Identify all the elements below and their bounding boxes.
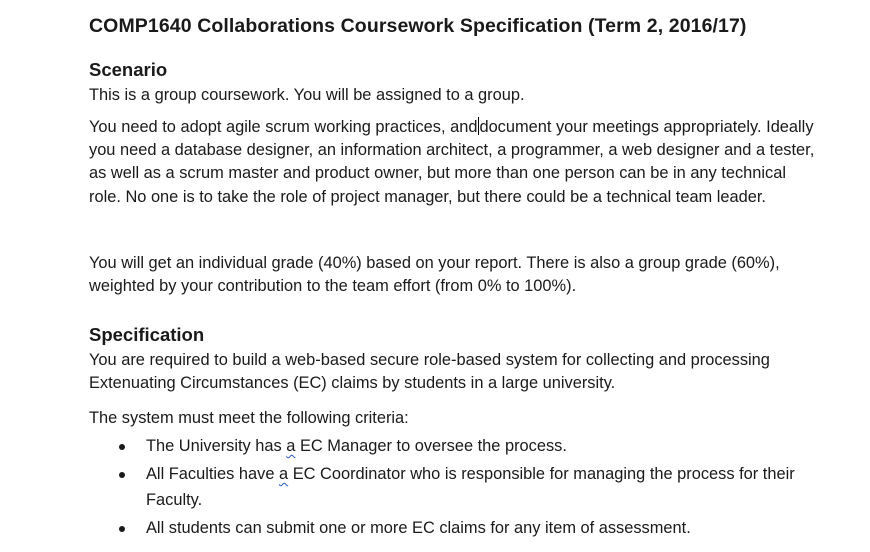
paragraph-text-before-caret: You need to adopt agile scrum working pr… (89, 118, 478, 136)
criteria-list: The University has a EC Manager to overs… (89, 434, 819, 544)
document-title: COMP1640 Collaborations Coursework Speci… (89, 15, 747, 37)
grammar-flag[interactable]: a (279, 465, 289, 483)
specification-paragraph-1: You are required to build a web-based se… (89, 351, 770, 393)
scenario-paragraph-3: You will get an individual grade (40%) b… (89, 254, 780, 296)
bullet-icon (119, 444, 125, 450)
criteria-intro: The system must meet the following crite… (89, 409, 409, 427)
bullet-icon (119, 472, 125, 478)
text-cursor (477, 117, 479, 135)
criteria-item: The University has a EC Manager to overs… (89, 434, 819, 460)
bullet-icon (119, 525, 125, 532)
specification-heading: Specification (89, 324, 205, 345)
criteria-item: All Faculties have a EC Coordinator who … (89, 462, 819, 513)
criteria-item: All students can submit one or more EC c… (89, 516, 819, 542)
scenario-heading: Scenario (89, 59, 168, 80)
scenario-paragraph-1: This is a group coursework. You will be … (89, 86, 525, 104)
paragraph-text-after-caret: document your meetings appropriately. Id… (89, 118, 815, 206)
scenario-paragraph-2[interactable]: You need to adopt agile scrum working pr… (89, 116, 819, 209)
grammar-flag[interactable]: a (286, 437, 296, 455)
